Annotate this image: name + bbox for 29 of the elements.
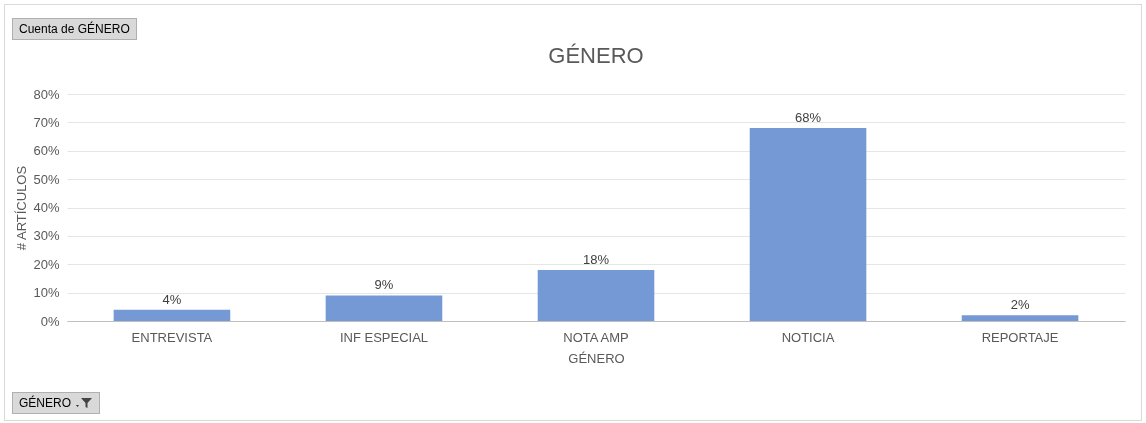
text: GÉNERO bbox=[19, 396, 72, 410]
y-tick-label: 40% bbox=[33, 200, 60, 215]
bar bbox=[749, 128, 867, 321]
bar bbox=[961, 315, 1079, 321]
bar bbox=[325, 295, 443, 321]
y-tick-label: 50% bbox=[33, 171, 60, 187]
y-tick-label: 0% bbox=[40, 313, 60, 329]
y-tick-label: 30% bbox=[33, 228, 60, 244]
y-tick-label: 60% bbox=[33, 143, 60, 159]
y-tick-label: 10% bbox=[33, 285, 60, 301]
data-label: 4% bbox=[162, 291, 182, 307]
y-tick-label: 80% bbox=[33, 86, 60, 102]
bar bbox=[113, 309, 231, 321]
x-tick-label: REPORTAJE bbox=[981, 329, 1059, 345]
data-label: 9% bbox=[374, 277, 394, 293]
y-tick-label: 70% bbox=[33, 114, 60, 130]
data-label: 18% bbox=[582, 251, 610, 267]
x-tick-label: ENTREVISTA bbox=[131, 329, 213, 345]
y-axis-title: # ARTÍCULOS bbox=[14, 165, 30, 251]
bar bbox=[537, 269, 655, 321]
y-tick-label: 20% bbox=[33, 256, 60, 272]
data-label: 68% bbox=[795, 110, 822, 126]
x-axis-title: GÉNERO bbox=[568, 350, 625, 366]
x-tick-label: INF ESPECIAL bbox=[339, 329, 429, 345]
data-label: 2% bbox=[1010, 297, 1030, 313]
x-tick-label: NOTA AMP bbox=[563, 329, 629, 345]
chart-title: GÉNERO bbox=[548, 43, 644, 68]
x-tick-label: NOTICIA bbox=[781, 329, 835, 345]
text: Cuenta de GÉNERO bbox=[12, 18, 137, 40]
